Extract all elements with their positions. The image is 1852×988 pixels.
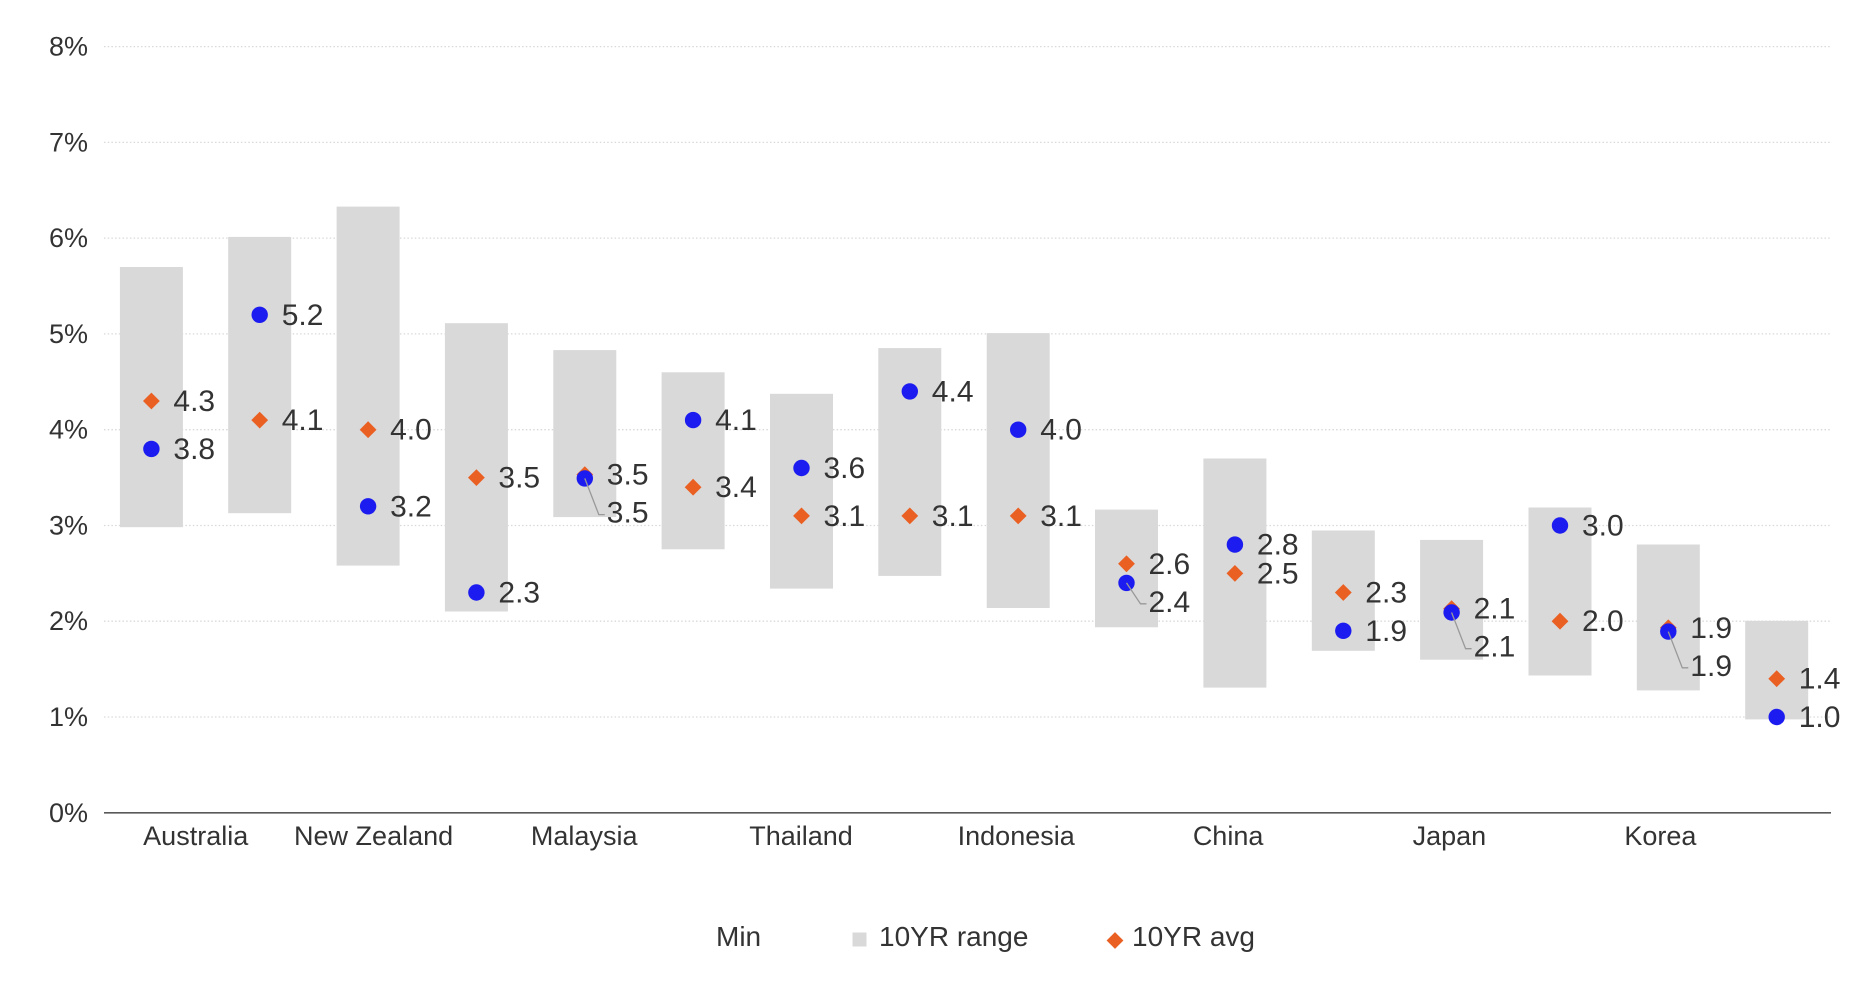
svg-text:10YR range: 10YR range [879,921,1028,952]
svg-text:Min: Min [716,921,761,952]
svg-text:10YR avg: 10YR avg [1132,921,1255,952]
